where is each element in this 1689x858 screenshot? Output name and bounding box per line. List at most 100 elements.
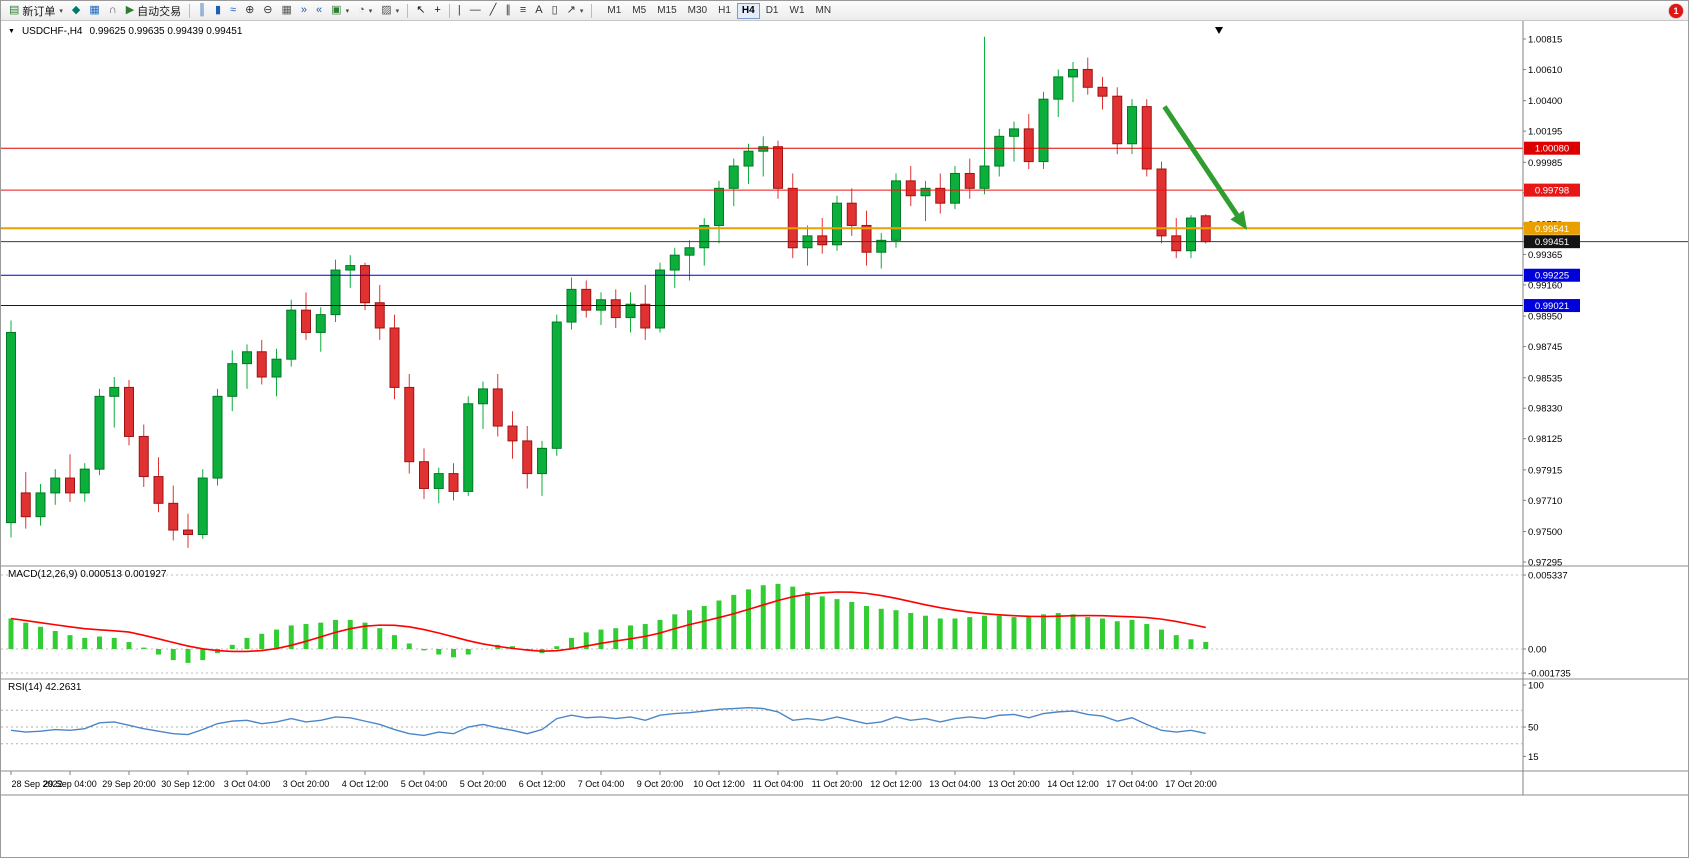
time-tick-label: 5 Oct 20:00 (460, 779, 507, 789)
dropdown-arrow-icon[interactable]: ▾ (395, 7, 400, 15)
candle (256, 351, 267, 378)
horizontal-line-button[interactable]: — (466, 2, 485, 20)
timeframe-group: M1 M5 M15 M30 H1 H4 D1 W1 MN (602, 2, 837, 19)
candle (6, 331, 16, 524)
new-chart-icon: ▣ (331, 4, 342, 16)
dropdown-arrow-icon[interactable]: ▾ (368, 7, 373, 15)
rsi-line (10, 706, 1206, 737)
timeframe-h4-button[interactable]: H4 (736, 2, 760, 19)
trend-arrow-shaft[interactable] (1162, 105, 1240, 217)
candle (20, 492, 31, 518)
price-label-0.99798 (1524, 183, 1580, 197)
market-watch-button[interactable]: ◆ (68, 2, 84, 20)
indicators-button[interactable]: ▨ ▾ (377, 2, 403, 20)
price-tick-label: 1.00815 (1528, 35, 1562, 46)
time-tick-label: 3 Oct 20:00 (283, 779, 330, 789)
line-chart-button[interactable]: ≈ (226, 2, 240, 20)
candle (492, 388, 503, 427)
text-label-button[interactable]: ▯ (548, 2, 562, 20)
time-tick-label: 13 Oct 04:00 (929, 779, 981, 789)
candle (979, 165, 990, 189)
candle (581, 288, 592, 311)
price-tick-label: 1.00400 (1528, 96, 1562, 107)
scroll-to-end-marker[interactable] (1215, 27, 1223, 34)
candle (1009, 128, 1019, 137)
dropdown-arrow-icon[interactable]: ▾ (579, 7, 584, 15)
crosshair-button[interactable]: + (430, 2, 444, 20)
candle (227, 363, 238, 397)
candle (861, 224, 872, 253)
tile-windows-icon: ▦ (281, 4, 292, 16)
autotrading-button[interactable]: ▶ 自动交易 (122, 2, 185, 20)
trendline-button[interactable]: ╱ (486, 2, 501, 20)
price-label-1.00080 (1524, 141, 1580, 155)
candle (1053, 76, 1064, 100)
timeframe-m15-button[interactable]: M15 (652, 3, 681, 19)
timeframe-w1-button[interactable]: W1 (785, 3, 810, 19)
notification-badge[interactable]: 1 (1669, 4, 1683, 18)
candle (330, 269, 341, 316)
arrows-button[interactable]: ↗ ▾ (563, 2, 588, 20)
price-tick-label: 0.97500 (1528, 527, 1562, 538)
candle (905, 180, 916, 197)
candle (655, 269, 665, 329)
alerts-button[interactable]: ∩ (105, 2, 121, 20)
svg-text:0.99225: 0.99225 (1535, 271, 1569, 282)
zoom-out-button[interactable]: ⊖ (259, 2, 276, 20)
candle (950, 172, 960, 204)
timeframe-m30-button[interactable]: M30 (683, 3, 712, 19)
tile-windows-button[interactable]: ▦ (278, 2, 296, 20)
time-tick-label: 12 Oct 12:00 (870, 779, 922, 789)
time-tick-label: 17 Oct 20:00 (1165, 779, 1217, 789)
time-tick-label: 11 Oct 20:00 (812, 779, 863, 789)
timeframe-h1-button[interactable]: H1 (713, 3, 736, 19)
vertical-line-button[interactable]: | (454, 2, 465, 20)
candle (168, 502, 179, 531)
symbol-dropdown-icon[interactable]: ▼ (8, 28, 15, 35)
candle (891, 180, 901, 241)
candle (1112, 95, 1123, 145)
candle (374, 302, 385, 329)
candle (846, 202, 857, 226)
bar-chart-button[interactable]: ║ (194, 2, 210, 20)
candle (448, 473, 459, 492)
chart-shift-button[interactable]: « (312, 2, 326, 20)
toolbar-separator (591, 3, 593, 18)
new-chart-button[interactable]: ▣ ▾ (327, 2, 353, 20)
rsi-panel: 100 50 15 (1, 681, 1544, 763)
candle (728, 165, 739, 189)
profiles-button[interactable]: ◔ ▾ (354, 2, 376, 20)
price-tick-label: 0.98950 (1528, 312, 1562, 323)
time-tick-label: 13 Oct 20:00 (988, 779, 1040, 789)
line-chart-icon: ≈ (230, 4, 237, 16)
auto-scroll-button[interactable]: » (297, 2, 311, 20)
svg-text:0.99541: 0.99541 (1535, 224, 1569, 235)
macd-tick-label: 0.00 (1528, 645, 1547, 656)
text-icon: A (535, 4, 543, 16)
cursor-button[interactable]: ↖ (412, 2, 429, 20)
candlestick-chart-button[interactable]: ▮ (211, 2, 225, 20)
navigator-button[interactable]: ▦ (85, 2, 103, 20)
candle (153, 476, 164, 504)
trend-arrow-head[interactable] (1230, 210, 1248, 230)
timeframe-m5-button[interactable]: M5 (627, 3, 651, 19)
timeframe-m1-button[interactable]: M1 (602, 3, 626, 19)
fibonacci-button[interactable]: ≡ (516, 2, 530, 20)
candle (743, 150, 754, 167)
text-button[interactable]: A (531, 2, 546, 20)
timeframe-d1-button[interactable]: D1 (761, 3, 784, 19)
candle (669, 254, 680, 271)
timeframe-mn-button[interactable]: MN (811, 3, 837, 19)
zoom-in-button[interactable]: ⊕ (241, 2, 258, 20)
chart-canvas[interactable]: 1.00815 1.00610 1.00400 1.00195 0.99985 0.997… (1, 21, 1689, 858)
candle (183, 529, 193, 536)
new-order-button[interactable]: ▤ 新订单 ▾ (5, 2, 67, 20)
candle (773, 146, 783, 189)
dropdown-arrow-icon[interactable]: ▾ (59, 7, 63, 15)
dropdown-arrow-icon[interactable]: ▾ (345, 7, 350, 15)
channel-button[interactable]: ∥ (501, 2, 515, 20)
candle (817, 235, 828, 246)
price-tick-label: 0.98745 (1528, 342, 1562, 353)
